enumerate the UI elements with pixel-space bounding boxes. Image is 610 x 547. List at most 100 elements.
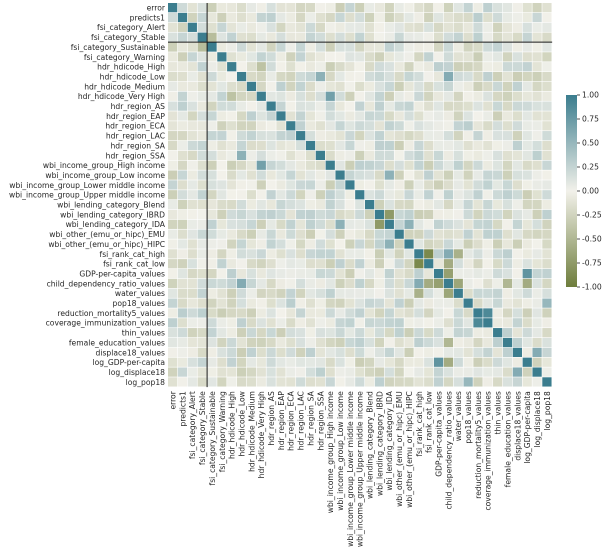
heatmap-cell <box>532 337 542 348</box>
heatmap-cell <box>384 288 394 298</box>
heatmap-cell <box>502 52 513 62</box>
y-tick-label: coverage_immunization_values <box>46 319 165 328</box>
heatmap-cell <box>542 52 552 62</box>
heatmap-cell <box>266 91 276 101</box>
heatmap-cell <box>532 239 542 249</box>
heatmap-cell <box>502 121 513 131</box>
heatmap-cell <box>187 160 197 170</box>
heatmap-cell <box>256 140 266 151</box>
heatmap-cell <box>522 357 532 367</box>
heatmap-cell <box>384 62 394 72</box>
heatmap-cell <box>197 131 207 141</box>
heatmap-cell <box>365 377 375 387</box>
heatmap-cell <box>197 190 207 200</box>
heatmap-cell <box>168 160 178 170</box>
heatmap-cell <box>453 219 463 229</box>
heatmap-cell <box>187 140 197 151</box>
heatmap-cell <box>404 229 414 239</box>
heatmap-cell <box>414 150 424 160</box>
y-tick-label: wbi_other_(emu_or_hipc)_EMU <box>49 230 165 239</box>
heatmap-cell <box>502 377 513 387</box>
heatmap-cell <box>424 200 434 210</box>
heatmap-cell <box>177 288 188 298</box>
heatmap-cell <box>296 357 306 367</box>
heatmap-cell <box>177 111 188 121</box>
heatmap-cell <box>493 12 503 23</box>
heatmap-cell <box>355 357 365 367</box>
heatmap-cell <box>365 170 375 180</box>
heatmap-cell <box>473 209 483 220</box>
heatmap-cell <box>236 121 247 131</box>
heatmap-cell <box>483 298 493 308</box>
heatmap-cell <box>542 81 552 92</box>
heatmap-cell <box>443 32 454 42</box>
heatmap-cell <box>345 249 355 259</box>
heatmap-cell <box>493 367 503 377</box>
x-tick-label: hdr_hdicode_High <box>228 391 237 459</box>
heatmap-cell <box>374 367 385 377</box>
heatmap-cell <box>463 121 473 131</box>
heatmap-cell <box>207 131 217 141</box>
heatmap-cell <box>335 347 345 357</box>
heatmap-cell <box>276 337 286 348</box>
heatmap-cell <box>217 180 227 190</box>
heatmap-cell <box>315 288 325 298</box>
heatmap-cell <box>522 308 532 318</box>
heatmap-cell <box>236 190 247 200</box>
heatmap-cell <box>463 377 473 387</box>
heatmap-cell <box>483 170 493 180</box>
heatmap-cell <box>197 140 207 151</box>
heatmap-cell <box>424 121 434 131</box>
heatmap-cell <box>542 259 552 269</box>
heatmap-cell <box>335 71 345 82</box>
heatmap-cell <box>433 249 444 259</box>
heatmap-cell <box>424 140 434 151</box>
heatmap-cell <box>246 298 257 308</box>
x-tick-label: hdr_region_LAC <box>297 391 306 450</box>
heatmap-cell <box>276 131 286 141</box>
heatmap-cell <box>365 209 375 220</box>
heatmap-cell <box>345 259 355 269</box>
heatmap-cell <box>414 62 424 72</box>
heatmap-cell <box>325 71 335 82</box>
heatmap-cell <box>522 3 532 13</box>
heatmap-cell <box>483 219 493 229</box>
heatmap-cell <box>542 278 552 289</box>
heatmap-cell <box>286 318 296 328</box>
heatmap-cell <box>207 170 217 180</box>
heatmap-cell <box>522 140 532 151</box>
heatmap-cell <box>532 357 542 367</box>
heatmap-cell <box>286 367 296 377</box>
heatmap-cell <box>532 42 542 52</box>
heatmap-cell <box>502 347 513 357</box>
heatmap-cell <box>236 160 247 170</box>
heatmap-cell <box>168 298 178 308</box>
heatmap-cell <box>512 249 522 259</box>
heatmap-cell <box>286 170 296 180</box>
heatmap-cell <box>305 101 316 111</box>
heatmap-cell <box>443 180 454 190</box>
heatmap-cell <box>404 81 414 92</box>
heatmap-cell <box>236 268 247 279</box>
heatmap-cell <box>335 180 345 190</box>
x-tick-label: hdr_region_SSA <box>316 390 325 450</box>
heatmap-cell <box>177 170 188 180</box>
x-tick-label: coverage_immunization_values <box>484 391 493 510</box>
heatmap-cell <box>246 259 257 269</box>
heatmap-cell <box>414 111 424 121</box>
heatmap-cell <box>453 150 463 160</box>
heatmap-cell <box>286 209 296 220</box>
heatmap-cell <box>217 150 227 160</box>
heatmap-cell <box>532 347 542 357</box>
heatmap-cell <box>355 249 365 259</box>
heatmap-cell <box>512 12 522 23</box>
heatmap-cell <box>414 22 424 32</box>
heatmap-cell <box>424 259 434 269</box>
heatmap-cell <box>522 200 532 210</box>
heatmap-cell <box>286 239 296 249</box>
heatmap-cell <box>483 347 493 357</box>
heatmap-cell <box>266 111 276 121</box>
heatmap-cell <box>532 190 542 200</box>
heatmap-cell <box>512 209 522 220</box>
heatmap-cell <box>502 249 513 259</box>
